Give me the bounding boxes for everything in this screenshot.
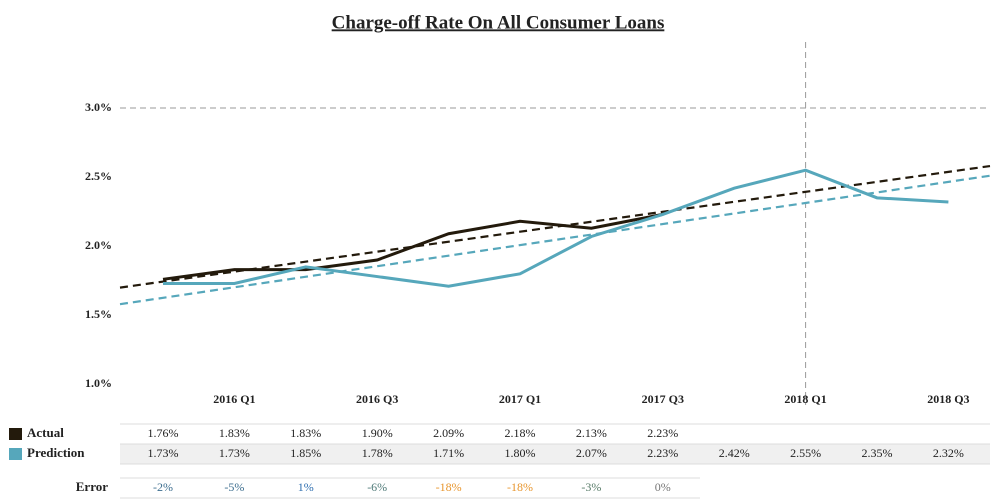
table-cell: 2.18% bbox=[505, 426, 536, 440]
table-cell: 1.78% bbox=[362, 446, 393, 460]
error-label: Error bbox=[76, 479, 108, 494]
table-cell: 1.73% bbox=[148, 446, 179, 460]
trend-line bbox=[119, 174, 991, 306]
x-tick-label: 2018 Q1 bbox=[784, 392, 826, 406]
table-cell: 2.55% bbox=[790, 446, 821, 460]
error-cell: -18% bbox=[436, 480, 462, 494]
series-line bbox=[162, 212, 664, 281]
legend-swatch bbox=[9, 448, 22, 460]
table-cell: 1.90% bbox=[362, 426, 393, 440]
table-cell: 1.73% bbox=[219, 446, 250, 460]
x-tick-label: 2018 Q3 bbox=[927, 392, 969, 406]
legend-label: Actual bbox=[27, 425, 64, 440]
table-row-bg bbox=[120, 444, 990, 464]
table-cell: 2.23% bbox=[647, 426, 678, 440]
table-cell: 1.71% bbox=[433, 446, 464, 460]
table-cell: 2.42% bbox=[719, 446, 750, 460]
x-tick-label: 2017 Q3 bbox=[642, 392, 684, 406]
y-tick-label: 3.0% bbox=[85, 100, 112, 114]
error-cell: -2% bbox=[153, 480, 173, 494]
error-cell: -5% bbox=[224, 480, 244, 494]
table-cell: 1.76% bbox=[148, 426, 179, 440]
y-tick-label: 1.5% bbox=[85, 307, 112, 321]
table-cell: 1.83% bbox=[219, 426, 250, 440]
table-cell: 1.83% bbox=[290, 426, 321, 440]
table-cell: 2.35% bbox=[862, 446, 893, 460]
error-cell: 0% bbox=[655, 480, 671, 494]
error-cell: 1% bbox=[298, 480, 314, 494]
legend-label: Prediction bbox=[27, 445, 85, 460]
chart-title: Charge-off Rate On All Consumer Loans bbox=[332, 12, 665, 33]
x-tick-label: 2016 Q3 bbox=[356, 392, 398, 406]
y-tick-label: 2.0% bbox=[85, 238, 112, 252]
legend-swatch bbox=[9, 428, 22, 440]
table-cell: 2.23% bbox=[647, 446, 678, 460]
table-cell: 1.80% bbox=[505, 446, 536, 460]
error-cell: -18% bbox=[507, 480, 533, 494]
table-cell: 2.13% bbox=[576, 426, 607, 440]
table-cell: 1.85% bbox=[290, 446, 321, 460]
table-cell: 2.07% bbox=[576, 446, 607, 460]
series-line bbox=[163, 168, 949, 288]
y-tick-label: 1.0% bbox=[85, 376, 112, 390]
table-cell: 2.09% bbox=[433, 426, 464, 440]
y-tick-label: 2.5% bbox=[85, 169, 112, 183]
error-cell: -3% bbox=[581, 480, 601, 494]
table-cell: 2.32% bbox=[933, 446, 964, 460]
error-cell: -6% bbox=[367, 480, 387, 494]
x-tick-label: 2017 Q1 bbox=[499, 392, 541, 406]
x-tick-label: 2016 Q1 bbox=[213, 392, 255, 406]
